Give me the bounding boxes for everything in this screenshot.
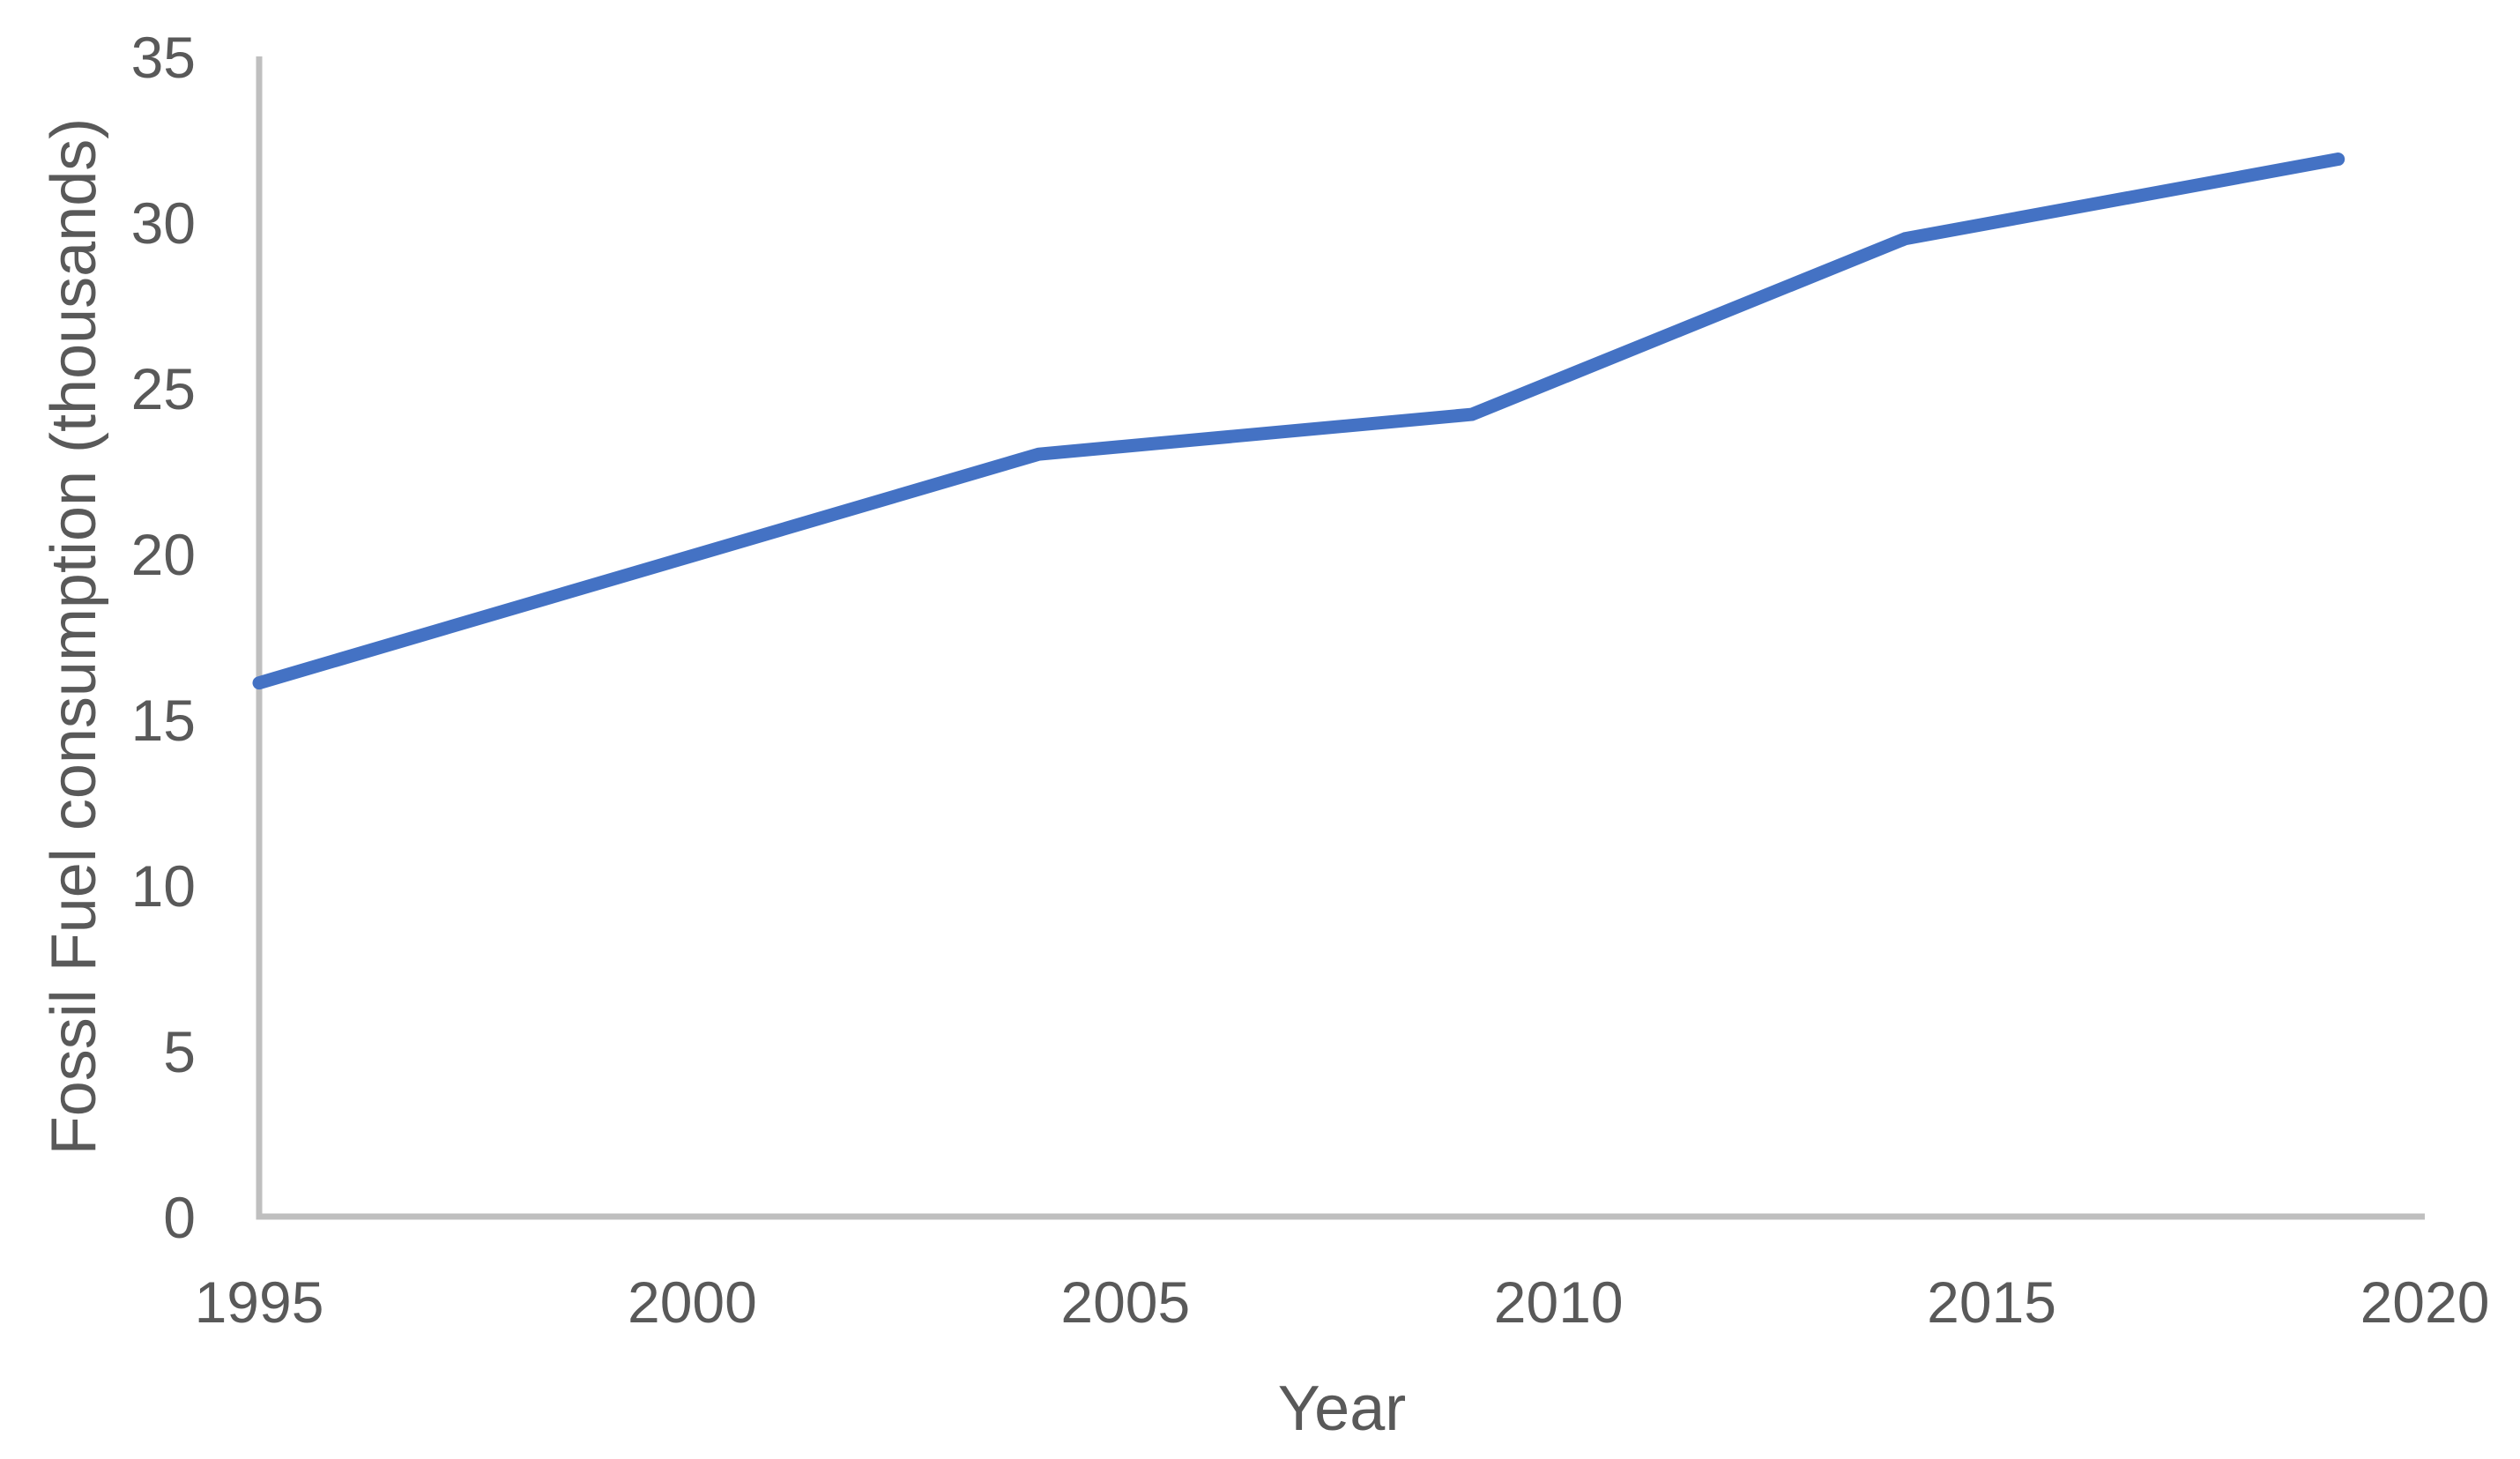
x-axis-title: Year xyxy=(1278,1373,1406,1444)
x-tick-label: 2005 xyxy=(1060,1269,1190,1335)
x-axis-tick-labels: 1995 2000 2005 2010 2015 2020 xyxy=(195,1269,2490,1335)
y-tick-label: 5 xyxy=(163,1019,196,1084)
x-tick-label: 2020 xyxy=(2360,1269,2490,1335)
x-tick-label: 1995 xyxy=(195,1269,324,1335)
x-tick-label: 2015 xyxy=(1927,1269,2056,1335)
y-tick-label: 25 xyxy=(131,356,196,421)
y-tick-label: 20 xyxy=(131,522,196,587)
y-tick-label: 15 xyxy=(131,688,196,753)
y-tick-label: 10 xyxy=(131,853,196,919)
x-tick-label: 2000 xyxy=(628,1269,757,1335)
y-tick-label: 35 xyxy=(131,25,196,90)
y-axis-title: Fossil Fuel consumption (thousands) xyxy=(39,118,109,1156)
x-tick-label: 2010 xyxy=(1494,1269,1624,1335)
y-tick-label: 30 xyxy=(131,190,196,256)
y-tick-label: 0 xyxy=(163,1185,196,1250)
data-series-line xyxy=(252,153,2345,690)
y-axis-tick-labels: 0 5 10 15 20 25 30 35 xyxy=(131,25,196,1250)
